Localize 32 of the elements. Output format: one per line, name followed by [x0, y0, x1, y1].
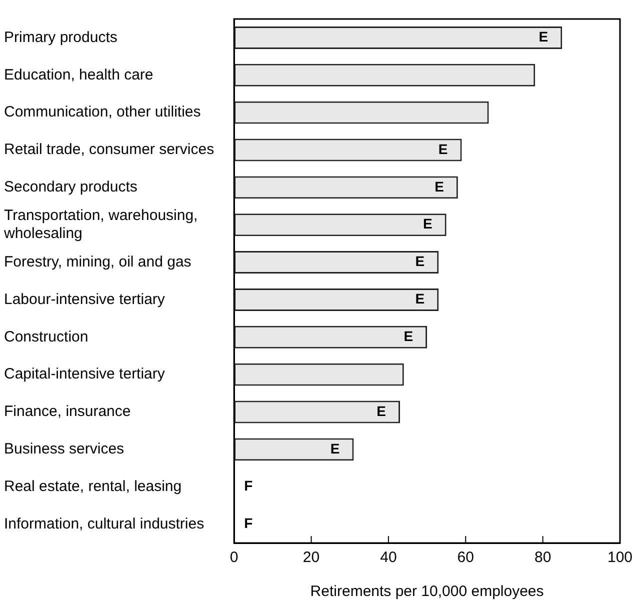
y-tick-label: Retail trade, consumer services [4, 141, 214, 158]
x-tick-label: 40 [380, 549, 397, 566]
text: F [244, 478, 253, 494]
y-tick-label: Construction [4, 328, 88, 346]
data-label: E [415, 290, 425, 307]
data-label: E [330, 440, 340, 456]
y-tick-label: Capital-intensive tertiary [4, 366, 166, 383]
data-label: E [438, 140, 448, 157]
y-tick-label: Business services [4, 440, 124, 458]
y-tick-label: Primary products [4, 28, 118, 46]
y-tick-label: Communication, other utilities [4, 104, 201, 121]
x-tick-label: 80 [534, 549, 552, 566]
data-label: E [376, 402, 386, 419]
x-axis-title: Retirements per 10,000 employees [310, 583, 544, 600]
y-tick-label: Education, health care [4, 66, 154, 84]
y-tick-label: Real estate, rental, leasing [4, 478, 182, 495]
y-tick-label: Finance, insurance [4, 403, 131, 420]
text: F [244, 515, 253, 532]
data-label: E [404, 328, 414, 344]
x-tick-label: 20 [302, 549, 320, 566]
data-label: E [415, 253, 425, 270]
y-tick-label: Labour-intensive tertiary [4, 290, 166, 308]
y-tick-label: Transportation, warehousing, wholesaling [3, 207, 198, 242]
x-tick-label: 60 [457, 549, 474, 566]
data-label: E [434, 178, 444, 194]
y-tick-label: Information, cultural industries [4, 515, 204, 532]
y-tick-label: Forestry, mining, oil and gas [4, 253, 192, 270]
data-label: E [422, 216, 432, 232]
x-tick-label: 100 [607, 549, 633, 566]
data-label: E [538, 28, 548, 45]
x-tick-label: 0 [230, 549, 238, 566]
y-tick-label: Secondary products [4, 178, 138, 196]
